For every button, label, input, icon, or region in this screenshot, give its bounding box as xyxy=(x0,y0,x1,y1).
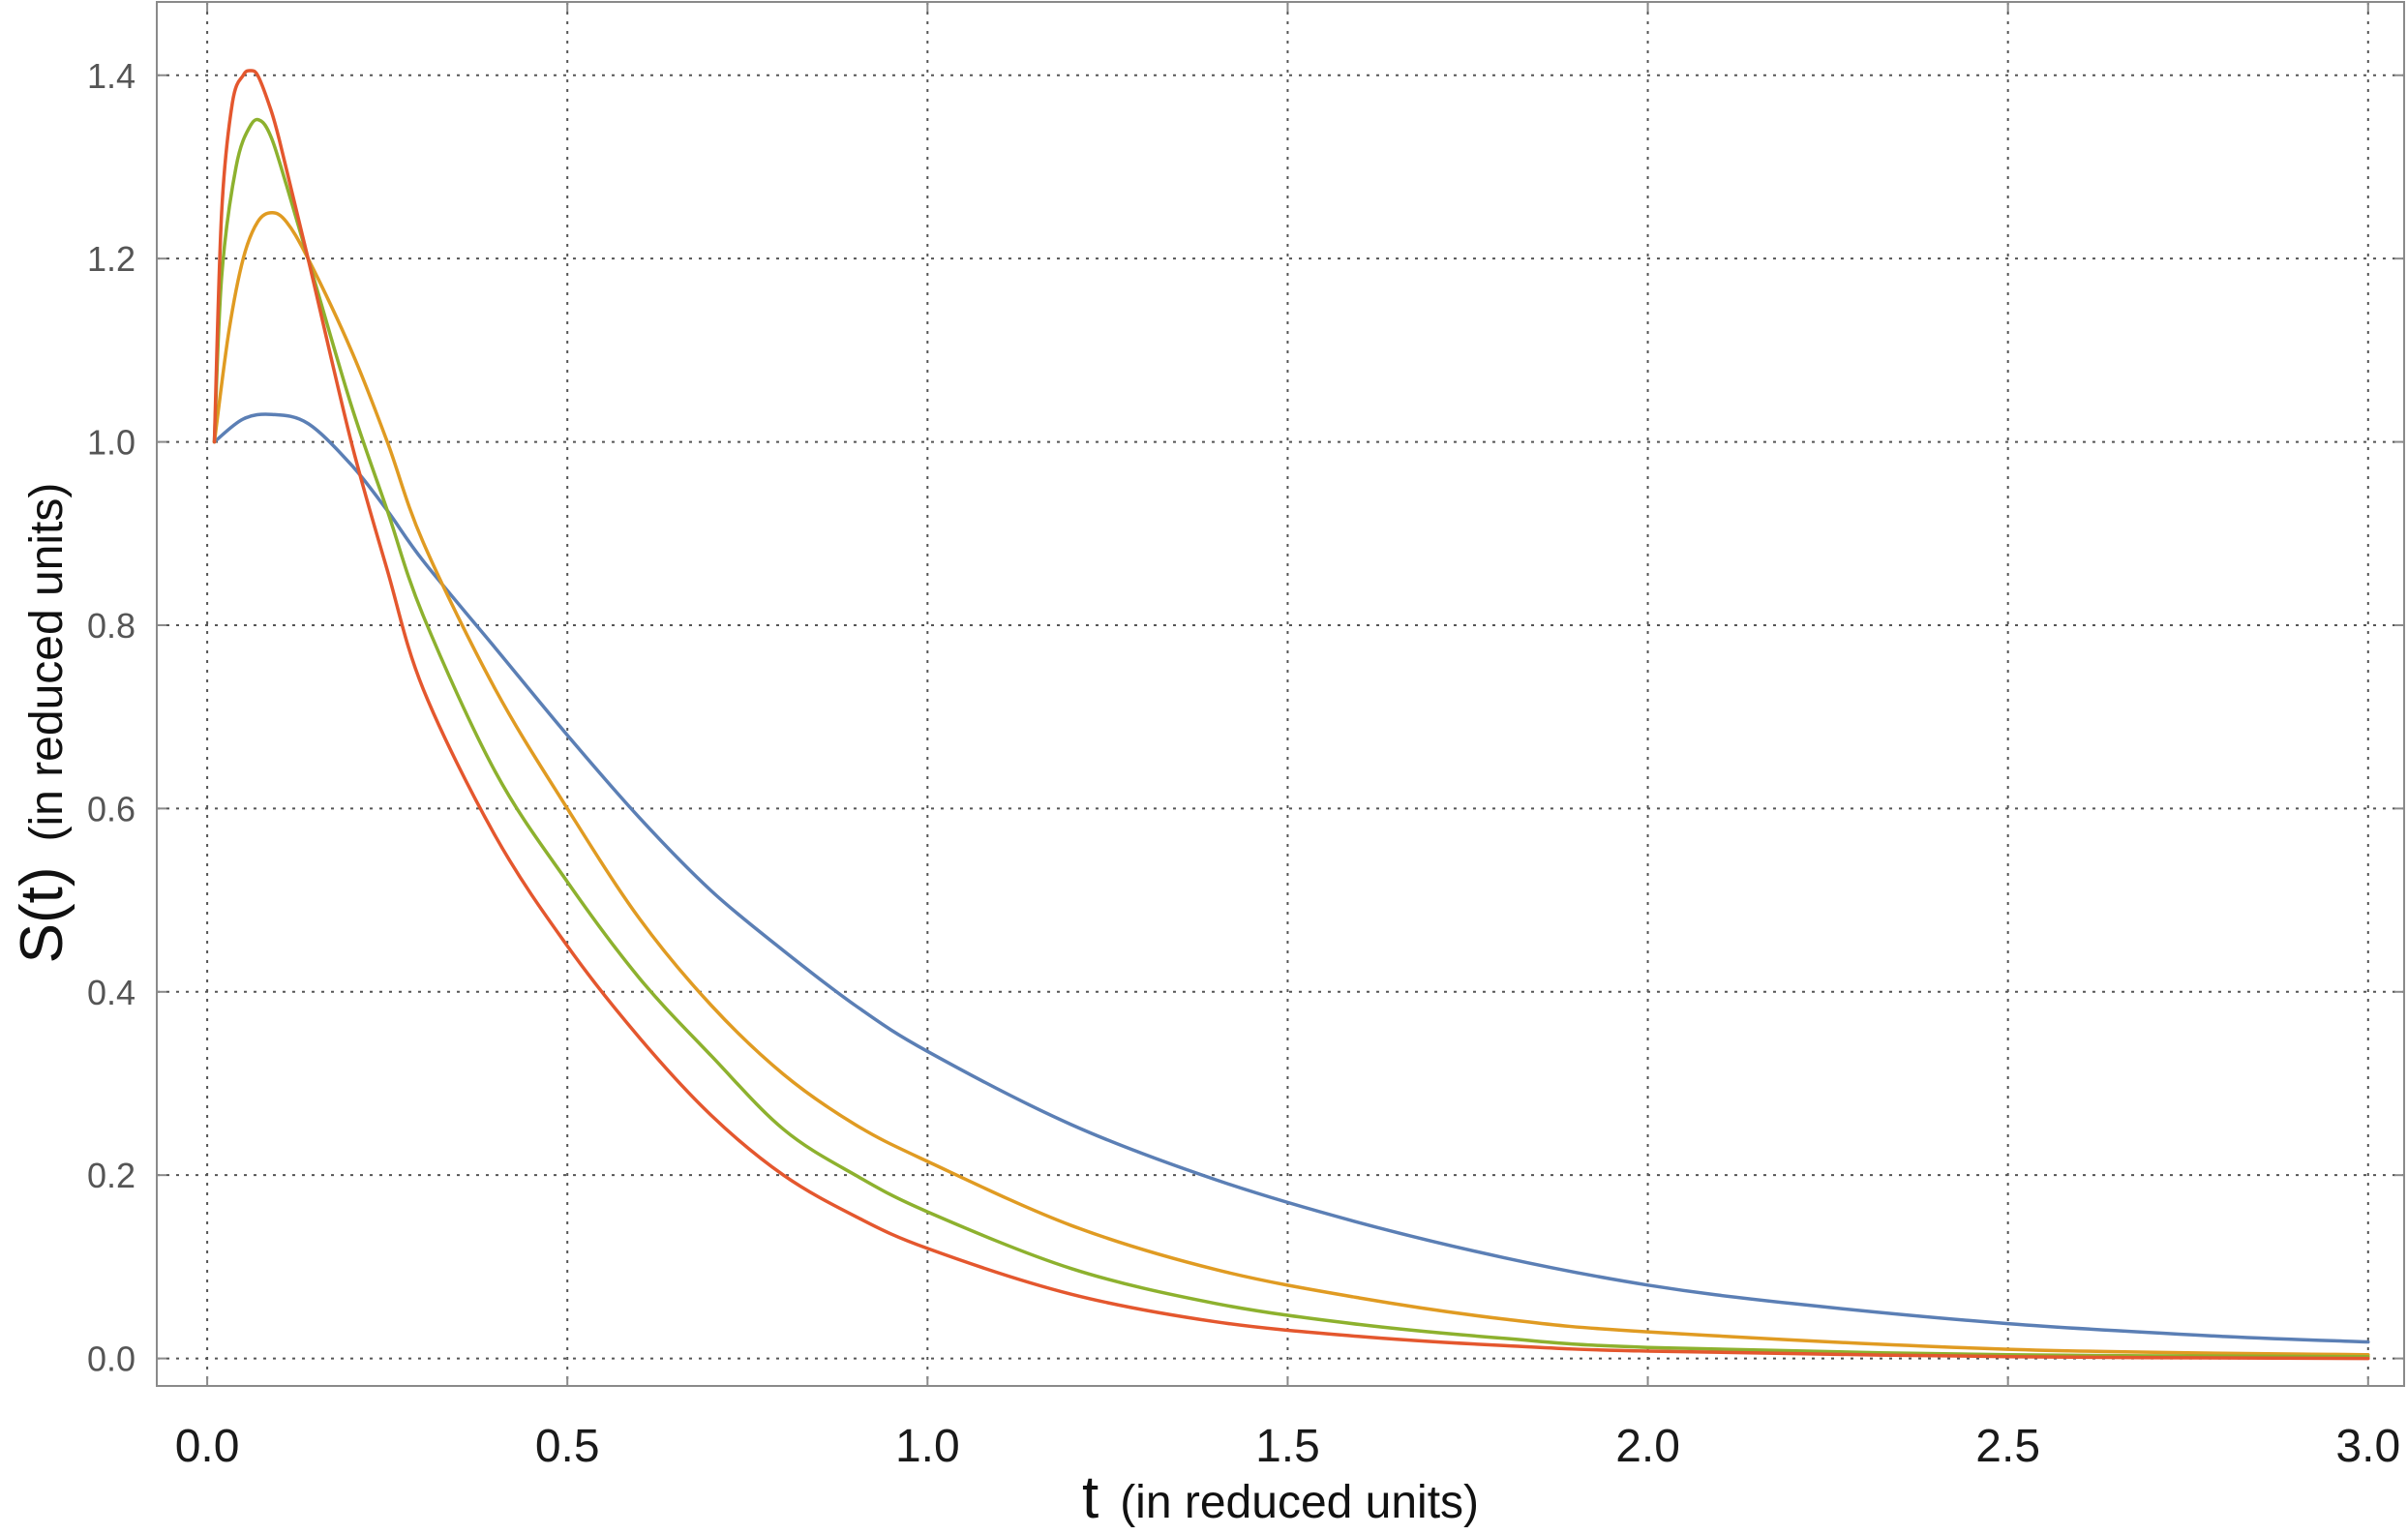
grid-lines xyxy=(157,2,2404,1386)
x-tick-label: 0.5 xyxy=(535,1421,600,1472)
series-lines xyxy=(212,69,2370,1361)
y-axis-title-sub: (in reduced units) xyxy=(21,483,73,842)
y-tick-label: 0.4 xyxy=(87,973,135,1012)
y-axis-title-main: S(t) xyxy=(9,866,75,963)
x-tick-label: 2.5 xyxy=(1975,1421,2040,1472)
x-tick-label: 2.0 xyxy=(1615,1421,1680,1472)
x-tick-label: 1.0 xyxy=(895,1421,960,1472)
series-line-1 xyxy=(212,412,2370,1344)
y-tick-label: 0.6 xyxy=(87,789,135,828)
x-tick-label: 3.0 xyxy=(2335,1421,2400,1472)
x-axis-title: t (in reduced units) xyxy=(1082,1464,1479,1531)
y-tick-label: 1.0 xyxy=(87,423,135,463)
series-line-3 xyxy=(212,117,2370,1359)
x-tick-label: 0.0 xyxy=(175,1421,240,1472)
y-tick-label: 0.0 xyxy=(87,1339,135,1379)
y-tick-label: 0.2 xyxy=(87,1156,135,1195)
series-line-2 xyxy=(212,211,2370,1357)
series-line-4 xyxy=(212,69,2370,1361)
x-axis-title-main: t xyxy=(1082,1464,1099,1531)
x-tick-label: 1.5 xyxy=(1255,1421,1320,1472)
plot-frame xyxy=(156,1,2405,1387)
y-tick-label: 1.2 xyxy=(87,239,135,279)
y-axis-title: S(t) (in reduced units) xyxy=(9,483,75,964)
x-axis-title-sub: (in reduced units) xyxy=(1120,1477,1479,1528)
y-tick-label: 0.8 xyxy=(87,606,135,646)
tick-labels: 0.0 0.5 1.0 1.5 2.0 2.5 3.0 0.0 0.2 0.4 0.6 0.8 1.0 1… xyxy=(87,56,2400,1472)
y-tick-label: 1.4 xyxy=(87,56,135,96)
axis-titles: t (in reduced units) S(t) (in reduced un… xyxy=(9,483,1479,1531)
axis-ticks xyxy=(157,2,2404,1386)
